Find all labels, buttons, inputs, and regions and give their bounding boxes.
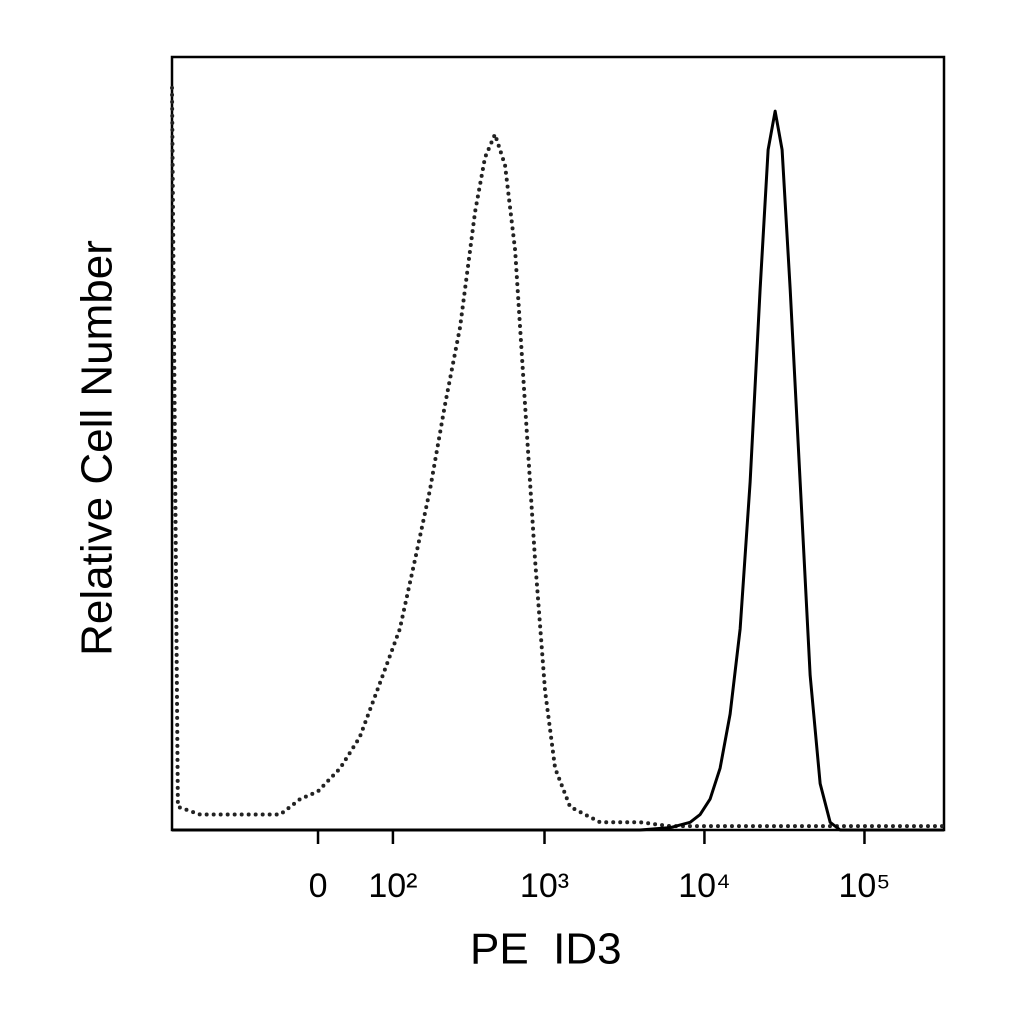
x-tick-label: 0	[309, 867, 328, 905]
histogram-line	[170, 85, 946, 829]
plot-frame	[170, 55, 946, 832]
x-tick-label: 10⁴	[678, 867, 730, 905]
y-axis-label: Relative Cell Number	[73, 240, 122, 656]
x-tick-label: 10⁵	[839, 867, 891, 905]
x-tick-label: 10³	[520, 867, 569, 905]
x-tick-label: 10²	[368, 867, 417, 905]
histogram-line	[172, 109, 944, 832]
x-axis-label: PE ID3	[470, 925, 622, 974]
